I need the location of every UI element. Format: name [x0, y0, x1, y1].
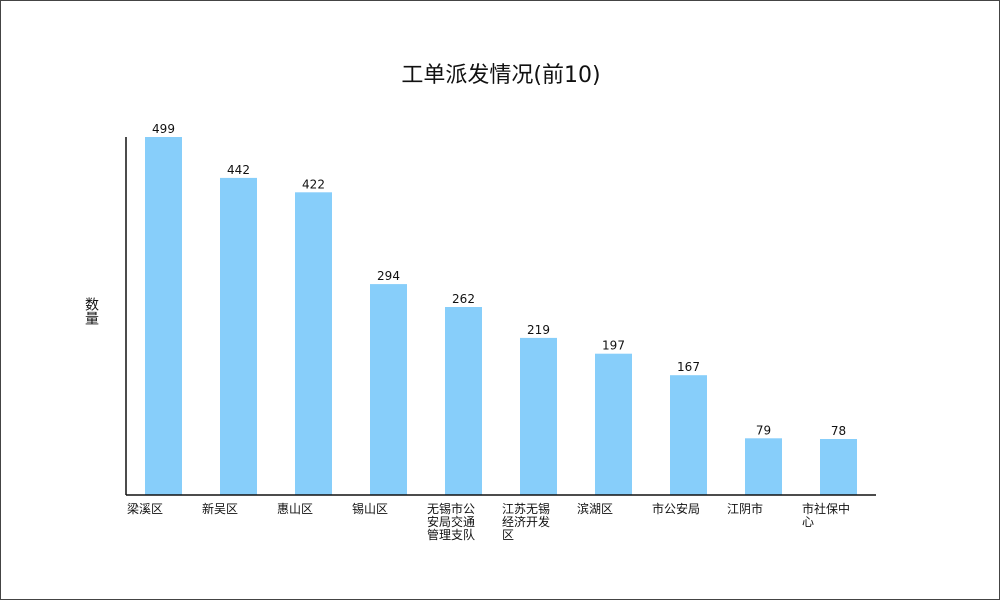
category-label-4-line-1: 安局交通	[427, 514, 475, 529]
category-label-1: 新吴区	[202, 501, 238, 516]
category-label-8: 江阴市	[727, 501, 763, 516]
category-label-5-line-2: 区	[502, 528, 514, 542]
category-label-6: 滨湖区	[577, 501, 613, 516]
y-axis-label: 数量	[83, 297, 99, 325]
value-label-2: 422	[302, 177, 325, 191]
category-label-2: 惠山区	[277, 502, 313, 516]
value-label-6: 197	[602, 339, 625, 353]
category-label-4-line-0: 无锡市公	[427, 501, 475, 516]
category-label-5-line-0: 江苏无锡	[502, 501, 550, 516]
category-label-9-line-1: 心	[802, 515, 814, 529]
bar-4	[445, 307, 482, 495]
value-label-9: 78	[831, 424, 846, 438]
bar-5	[520, 337, 557, 495]
value-label-4: 262	[452, 292, 475, 306]
bar-7	[670, 375, 707, 495]
value-label-3: 294	[377, 269, 400, 283]
bar-3	[370, 284, 407, 495]
bar-1	[220, 177, 257, 495]
bar-9	[820, 439, 857, 495]
bar-6	[595, 353, 632, 495]
bar-0	[145, 137, 182, 495]
category-label-7: 市公安局	[652, 501, 700, 516]
value-label-7: 167	[677, 360, 700, 374]
bar-8	[745, 438, 782, 495]
bar-2	[295, 192, 332, 496]
value-label-0: 499	[152, 122, 175, 136]
value-label-1: 442	[227, 163, 250, 177]
value-label-5: 219	[527, 323, 550, 337]
chart-title: 工单派发情况(前10)	[401, 63, 601, 88]
category-label-9-line-0: 市社保中	[802, 501, 850, 516]
category-label-4-line-2: 管理支队	[427, 527, 475, 542]
category-label-5-line-1: 经济开发	[502, 514, 550, 529]
category-label-3: 锡山区	[352, 501, 388, 516]
category-label-0: 梁溪区	[127, 501, 163, 516]
value-label-8: 79	[756, 423, 771, 437]
